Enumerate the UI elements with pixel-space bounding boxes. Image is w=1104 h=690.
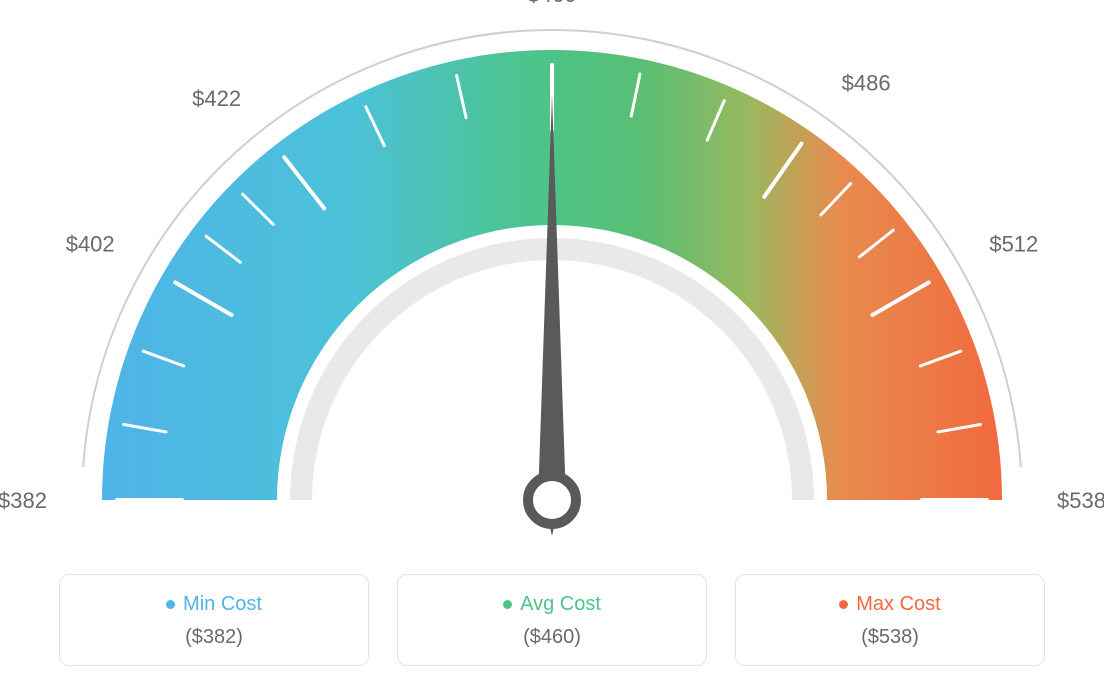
gauge-svg: $382 $402 $422 $460 $486 $512 $538 — [0, 0, 1104, 560]
gauge-area: $382 $402 $422 $460 $486 $512 $538 — [0, 0, 1104, 560]
dot-icon — [503, 600, 512, 609]
dot-icon — [166, 600, 175, 609]
legend-title-min: Min Cost — [166, 593, 262, 616]
tick-label: $512 — [989, 232, 1038, 257]
tick-label: $402 — [66, 232, 115, 257]
legend-card-min: Min Cost ($382) — [59, 574, 369, 666]
legend-title-text: Max Cost — [856, 593, 940, 616]
legend-row: Min Cost ($382) Avg Cost ($460) Max Cost… — [50, 574, 1054, 666]
legend-title-text: Min Cost — [183, 593, 262, 616]
legend-title-avg: Avg Cost — [503, 593, 601, 616]
tick-label: $382 — [0, 488, 47, 513]
gauge-pivot — [528, 476, 576, 524]
tick-label: $486 — [842, 70, 891, 95]
legend-value-max: ($538) — [746, 626, 1034, 649]
dot-icon — [839, 600, 848, 609]
legend-title-max: Max Cost — [839, 593, 940, 616]
legend-card-max: Max Cost ($538) — [735, 574, 1045, 666]
legend-title-text: Avg Cost — [520, 593, 601, 616]
tick-label: $422 — [192, 86, 241, 111]
tick-label: $460 — [528, 0, 577, 7]
legend-value-avg: ($460) — [408, 626, 696, 649]
cost-gauge-chart: $382 $402 $422 $460 $486 $512 $538 Min Cost ($… — [0, 0, 1104, 690]
legend-value-min: ($382) — [70, 626, 358, 649]
tick-label: $538 — [1057, 488, 1104, 513]
legend-card-avg: Avg Cost ($460) — [397, 574, 707, 666]
